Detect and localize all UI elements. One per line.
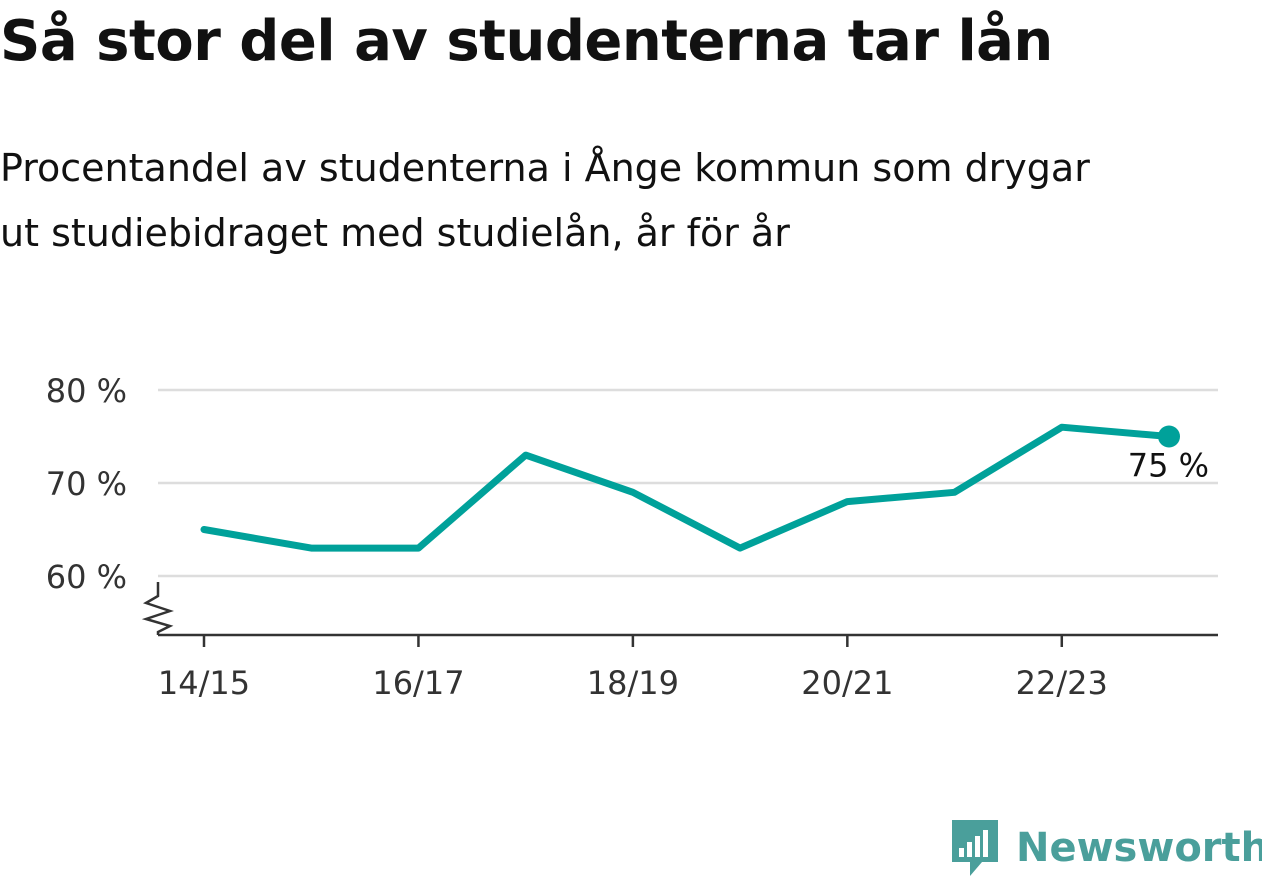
brand-name: Newsworthy — [1016, 825, 1262, 871]
y-tick-label: 70 % — [46, 465, 127, 503]
y-axis-labels: 60 % 70 % 80 % — [46, 372, 127, 596]
last-value-label: 75 % — [1128, 447, 1209, 485]
x-tick-label: 20/21 — [801, 664, 893, 702]
series: 75 % — [200, 423, 1209, 552]
brand-logo: Newsworthy — [950, 818, 1262, 878]
last-data-point — [1158, 425, 1180, 448]
x-tick-label: 16/17 — [372, 664, 464, 702]
x-axis-ticks: 14/15 16/17 18/19 20/21 22/23 — [158, 635, 1108, 702]
x-axis — [141, 582, 1218, 637]
x-tick-label: 22/23 — [1016, 664, 1108, 702]
chart-title: Så stor del av studenterna tar lån — [0, 9, 1053, 74]
axis-break-icon — [141, 582, 174, 635]
y-tick-label: 60 % — [46, 558, 127, 596]
chart-subtitle: Procentandel av studenterna i Ånge kommu… — [0, 136, 1262, 266]
y-tick-label: 80 % — [46, 372, 127, 410]
subtitle-line-2: ut studiebidraget med studielån, år för … — [0, 211, 790, 255]
x-tick-label: 18/19 — [587, 664, 679, 702]
series-line — [200, 423, 1173, 552]
subtitle-line-1: Procentandel av studenterna i Ånge kommu… — [0, 146, 1090, 190]
newsworthy-logo-icon — [952, 820, 998, 876]
x-tick-label: 14/15 — [158, 664, 250, 702]
gridlines — [158, 388, 1218, 578]
